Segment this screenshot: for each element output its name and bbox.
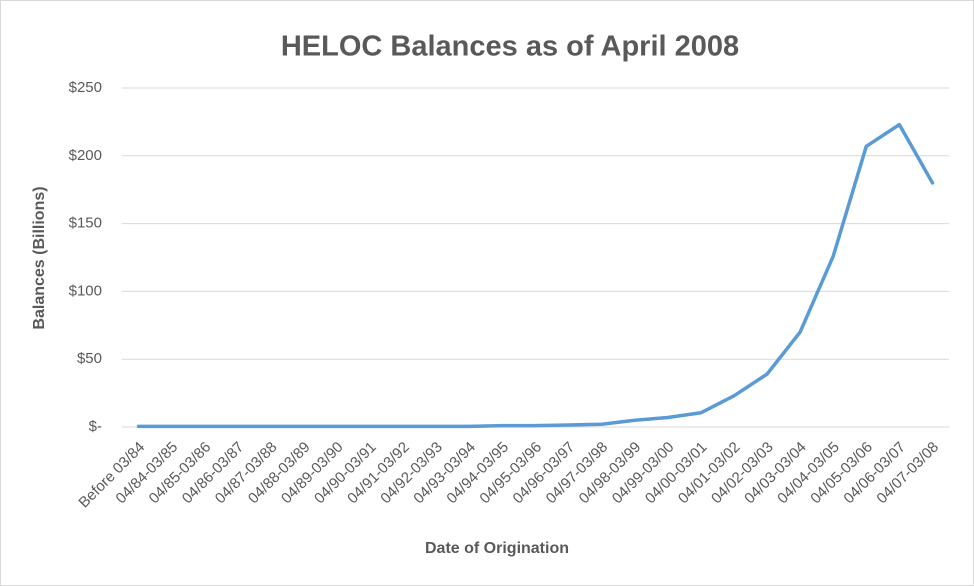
data-line [136, 122, 935, 429]
chart-title: HELOC Balances as of April 2008 [281, 31, 739, 63]
y-tick-label: $- [89, 418, 102, 435]
y-tick-label: $50 [77, 350, 102, 367]
y-tick-label: $150 [69, 215, 102, 232]
y-tick-label: $250 [69, 79, 102, 96]
y-axis-title: Balances (Billions) [31, 186, 48, 329]
y-tick-label: $100 [69, 282, 102, 299]
y-tick-label: $200 [69, 147, 102, 164]
x-axis-title: Date of Origination [425, 540, 569, 557]
